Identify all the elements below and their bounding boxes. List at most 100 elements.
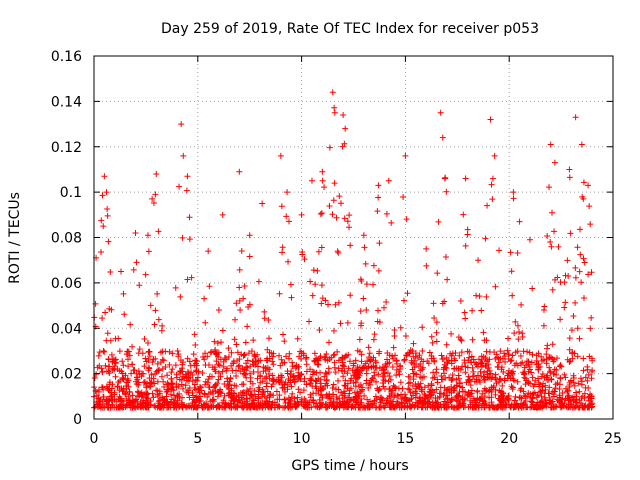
data-point bbox=[279, 249, 286, 256]
data-point bbox=[186, 358, 193, 365]
data-point bbox=[312, 377, 319, 384]
data-point bbox=[92, 388, 99, 395]
data-point bbox=[581, 259, 588, 266]
data-point bbox=[215, 306, 222, 313]
data-point bbox=[557, 404, 564, 411]
data-point bbox=[529, 399, 536, 406]
data-point bbox=[372, 404, 379, 411]
data-point bbox=[120, 290, 127, 297]
data-point bbox=[486, 367, 493, 374]
data-point bbox=[395, 385, 402, 392]
data-point bbox=[330, 327, 337, 334]
data-point bbox=[145, 349, 152, 356]
data-point bbox=[441, 298, 448, 305]
data-point bbox=[169, 366, 176, 373]
data-point bbox=[569, 349, 576, 356]
data-point bbox=[565, 273, 572, 280]
data-point bbox=[347, 377, 354, 384]
data-point bbox=[209, 396, 216, 403]
data-point bbox=[551, 159, 558, 166]
data-point bbox=[383, 356, 390, 363]
data-point bbox=[414, 354, 421, 361]
data-point bbox=[175, 353, 182, 360]
data-point bbox=[363, 380, 370, 387]
data-point bbox=[187, 362, 194, 369]
data-point bbox=[130, 367, 137, 374]
data-point bbox=[562, 374, 569, 381]
data-point bbox=[519, 330, 526, 337]
data-point bbox=[387, 404, 394, 411]
data-point bbox=[259, 378, 266, 385]
data-point bbox=[317, 353, 324, 360]
data-point bbox=[192, 341, 199, 348]
data-point bbox=[489, 196, 496, 203]
data-point bbox=[239, 389, 246, 396]
data-point bbox=[129, 361, 136, 368]
data-point bbox=[580, 179, 587, 186]
data-point bbox=[105, 238, 112, 245]
data-point bbox=[236, 284, 243, 291]
data-point bbox=[423, 245, 430, 252]
data-point bbox=[522, 397, 529, 404]
data-point bbox=[472, 402, 479, 409]
data-point bbox=[254, 375, 261, 382]
data-point bbox=[309, 368, 316, 375]
data-point bbox=[105, 368, 112, 375]
data-point bbox=[179, 373, 186, 380]
data-point bbox=[161, 383, 168, 390]
data-point bbox=[180, 152, 187, 159]
data-point bbox=[395, 368, 402, 375]
data-point bbox=[149, 359, 156, 366]
data-point bbox=[116, 377, 123, 384]
data-point bbox=[433, 386, 440, 393]
data-point bbox=[278, 203, 285, 210]
data-point bbox=[288, 368, 295, 375]
data-point bbox=[550, 391, 557, 398]
data-point bbox=[538, 373, 545, 380]
data-point bbox=[211, 364, 218, 371]
data-point bbox=[564, 388, 571, 395]
data-point bbox=[525, 361, 532, 368]
data-point bbox=[158, 373, 165, 380]
data-point bbox=[465, 404, 472, 411]
data-point bbox=[521, 392, 528, 399]
data-point bbox=[455, 375, 462, 382]
data-point bbox=[552, 403, 559, 410]
data-point bbox=[242, 339, 249, 346]
data-point bbox=[574, 244, 581, 251]
data-point bbox=[541, 303, 548, 310]
data-point bbox=[547, 368, 554, 375]
data-point bbox=[220, 397, 227, 404]
data-point bbox=[268, 383, 275, 390]
data-point bbox=[294, 394, 301, 401]
data-point bbox=[267, 391, 274, 398]
data-point bbox=[533, 401, 540, 408]
data-point bbox=[384, 369, 391, 376]
data-point bbox=[405, 380, 412, 387]
data-point bbox=[172, 362, 179, 369]
data-point bbox=[586, 203, 593, 210]
data-point bbox=[271, 404, 278, 411]
data-point bbox=[524, 393, 531, 400]
data-point bbox=[152, 355, 159, 362]
data-point bbox=[94, 364, 101, 371]
data-point bbox=[199, 370, 206, 377]
data-point bbox=[487, 116, 494, 123]
data-point bbox=[474, 395, 481, 402]
data-point bbox=[237, 368, 244, 375]
data-point bbox=[550, 370, 557, 377]
data-point bbox=[373, 378, 380, 385]
data-point bbox=[474, 388, 481, 395]
data-point bbox=[361, 392, 368, 399]
data-point bbox=[378, 397, 385, 404]
data-point bbox=[259, 386, 266, 393]
data-point bbox=[257, 379, 264, 386]
data-point bbox=[347, 358, 354, 365]
data-point bbox=[323, 378, 330, 385]
data-point bbox=[223, 367, 230, 374]
data-point bbox=[477, 395, 484, 402]
data-point bbox=[514, 378, 521, 385]
data-point bbox=[361, 404, 368, 411]
data-point bbox=[422, 404, 429, 411]
data-point bbox=[151, 321, 158, 328]
